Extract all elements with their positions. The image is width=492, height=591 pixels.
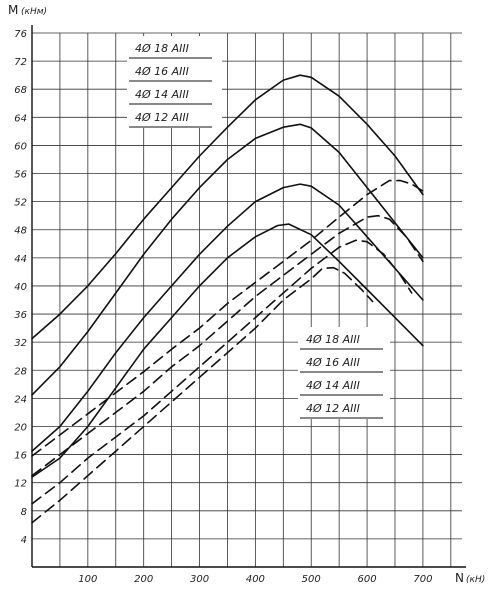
x-tick-label: 200 bbox=[134, 574, 153, 585]
legend-entry: 4Ø 16 АIII bbox=[306, 356, 360, 369]
legend-entry: 4Ø 14 АIII bbox=[135, 88, 189, 101]
y-tick-label: 16 bbox=[14, 451, 27, 462]
legend-dashed: 4Ø 18 АIII 4Ø 16 АIII 4Ø 14 АIII 4Ø 12 АIII bbox=[298, 327, 390, 419]
y-tick-label: 12 bbox=[14, 479, 27, 490]
solid-series-line-4 bbox=[31, 223, 424, 478]
solid-series-line-3 bbox=[31, 183, 424, 452]
y-tick-label: 68 bbox=[14, 85, 27, 96]
x-tick-label: 300 bbox=[190, 574, 209, 585]
solid-series-line-2 bbox=[31, 123, 424, 396]
legend-entry: 4Ø 12 АIII bbox=[306, 402, 360, 415]
y-tick-label: 40 bbox=[14, 282, 27, 293]
dashed-series-line-3 bbox=[31, 239, 413, 505]
y-tick-label: 24 bbox=[14, 394, 27, 405]
legend-entry: 4Ø 18 АIII bbox=[306, 333, 360, 346]
series bbox=[31, 74, 424, 524]
grid bbox=[32, 32, 462, 567]
y-tick-label: 4 bbox=[21, 535, 27, 546]
y-tick-label: 48 bbox=[14, 226, 27, 237]
y-tick-label: 32 bbox=[14, 338, 27, 349]
legend-entry: 4Ø 18 АIII bbox=[135, 42, 189, 55]
x-axis-label: N bbox=[455, 571, 464, 585]
y-axis-label: M bbox=[8, 3, 18, 17]
x-axis-unit: (кН) bbox=[466, 575, 485, 585]
dashed-series-line-1 bbox=[31, 179, 424, 457]
y-tick-label: 64 bbox=[14, 113, 27, 124]
legend-entry: 4Ø 14 АIII bbox=[306, 379, 360, 392]
legend-entry: 4Ø 16 АIII bbox=[135, 65, 189, 78]
y-tick-label: 28 bbox=[14, 366, 27, 377]
dashed-series-line-4 bbox=[31, 266, 374, 524]
y-axis-unit: (кНм) bbox=[21, 7, 47, 17]
legend-solid: 4Ø 18 АIII 4Ø 16 АIII 4Ø 14 АIII 4Ø 12 АIII bbox=[127, 36, 222, 128]
y-tick-label: 44 bbox=[14, 254, 27, 265]
x-tick-label: 500 bbox=[302, 574, 321, 585]
x-tick-label: 100 bbox=[78, 574, 97, 585]
y-tick-label: 76 bbox=[14, 29, 27, 40]
y-tick-label: 56 bbox=[14, 170, 27, 181]
y-tick-label: 20 bbox=[14, 422, 27, 433]
x-tick-label: 600 bbox=[358, 574, 377, 585]
y-tick-label: 60 bbox=[14, 141, 27, 152]
y-tick-label: 72 bbox=[14, 57, 27, 68]
dashed-series-line-2 bbox=[31, 214, 424, 477]
solid-series-line-1 bbox=[31, 74, 424, 340]
y-tick-label: 8 bbox=[21, 507, 27, 518]
legend-entry: 4Ø 12 АIII bbox=[135, 111, 189, 124]
x-tick-label: 400 bbox=[246, 574, 265, 585]
y-tick-label: 36 bbox=[14, 310, 27, 321]
y-tick-label: 52 bbox=[14, 198, 27, 209]
x-tick-label: 700 bbox=[413, 574, 432, 585]
